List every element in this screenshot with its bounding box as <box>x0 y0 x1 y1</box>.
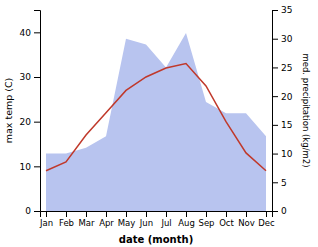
x-tick-mark <box>146 211 147 217</box>
y2-tick: 20 <box>272 92 293 102</box>
x-tick-label: Sep <box>198 218 214 228</box>
x-tick: Feb <box>59 211 74 228</box>
y2-tick-label: 15 <box>281 120 292 130</box>
y-tick-label: 0 <box>25 206 31 216</box>
x-tick-label: Nov <box>238 218 255 228</box>
y-tick-label: 40 <box>20 28 32 38</box>
x-tick: Mar <box>78 211 95 228</box>
area <box>46 33 266 211</box>
x-tick-label: Jul <box>160 218 171 228</box>
axis-line <box>34 11 41 212</box>
y2-tick-label: 10 <box>281 149 293 159</box>
y-axis-title: max temp (C) <box>3 78 14 144</box>
x-tick-label: Oct <box>219 218 234 228</box>
x-tick: Sep <box>198 211 214 228</box>
y-tick: 40 <box>20 28 40 38</box>
x-tick-mark <box>126 211 127 217</box>
y2-tick: 35 <box>272 5 292 15</box>
y-tick: 0 <box>25 206 40 216</box>
y2-tick-label: 0 <box>281 206 287 216</box>
y2-tick: 10 <box>272 149 293 159</box>
y2-tick-mark <box>272 211 278 212</box>
y-tick-mark <box>34 211 40 212</box>
x-tick-mark <box>266 211 267 217</box>
x-tick-label: Feb <box>59 218 74 228</box>
y2-axis: 0 5 10 15 20 25 30 35 <box>272 5 293 216</box>
y-tick: 20 <box>20 117 40 127</box>
x-tick: Jul <box>160 211 171 228</box>
y-tick-mark <box>34 122 40 123</box>
chart-svg: Jan Feb Mar Apr MayJun Jul AugSep Oct NovDec 0 10 2… <box>0 0 318 247</box>
axis-line <box>41 212 273 218</box>
x-tick-mark <box>166 211 167 217</box>
y2-tick: 5 <box>272 178 287 188</box>
x-tick-mark <box>226 211 227 217</box>
y2-tick-label: 25 <box>281 63 292 73</box>
y2-tick-label: 5 <box>281 178 287 188</box>
x-tick: Oct <box>219 211 234 228</box>
x-tick: Aug <box>178 211 195 228</box>
x-tick-label: Dec <box>258 218 275 228</box>
x-tick-mark <box>246 211 247 217</box>
x-tick: Dec <box>258 211 275 228</box>
y2-tick-label: 35 <box>281 5 292 15</box>
y-tick: 10 <box>20 162 40 172</box>
x-tick-mark <box>206 211 207 217</box>
y2-tick-mark <box>272 125 278 126</box>
x-tick-label: Aug <box>178 218 195 228</box>
x-axis: Jan Feb Mar Apr MayJun Jul AugSep Oct NovDec <box>39 211 275 228</box>
x-tick-mark <box>186 211 187 217</box>
y-tick-label: 10 <box>20 162 32 172</box>
y-tick: 30 <box>20 72 40 82</box>
y-tick-mark <box>34 32 40 33</box>
y-tick-label: 20 <box>20 117 32 127</box>
x-tick-mark <box>66 211 67 217</box>
y2-tick-mark <box>272 67 278 68</box>
x-tick-label: Jun <box>139 218 153 228</box>
y-tick-mark <box>34 77 40 78</box>
chart: Jan Feb Mar Apr MayJun Jul AugSep Oct NovDec 0 10 2… <box>0 0 318 247</box>
y-axis: 0 10 20 30 40 <box>20 11 41 217</box>
y2-tick-mark <box>272 96 278 97</box>
x-tick-label: Jan <box>39 218 53 228</box>
x-tick: Jun <box>139 211 153 228</box>
x-tick-label: May <box>118 218 136 228</box>
x-tick-label: Mar <box>78 218 95 228</box>
y2-tick-mark <box>272 39 278 40</box>
y2-tick: 25 <box>272 63 292 73</box>
marks <box>46 33 266 211</box>
y2-tick-label: 20 <box>281 92 293 102</box>
y2-axis-title: med. precipitation (kg/m2) <box>301 53 311 167</box>
x-tick: Nov <box>238 211 255 228</box>
x-tick: Apr <box>99 211 114 228</box>
x-tick-label: Apr <box>99 218 114 228</box>
y2-tick: 0 <box>272 206 287 216</box>
y2-tick-mark <box>272 10 278 11</box>
x-tick: May <box>118 211 136 228</box>
x-tick: Jan <box>39 211 53 228</box>
y-tick-mark <box>34 166 40 167</box>
axis-line <box>273 11 279 212</box>
x-axis-title: date (month) <box>119 234 193 245</box>
line <box>46 64 266 171</box>
y2-tick-mark <box>272 154 278 155</box>
y2-tick-mark <box>272 182 278 183</box>
y2-tick: 15 <box>272 120 292 130</box>
y2-tick: 30 <box>272 34 293 44</box>
y-tick-label: 30 <box>20 72 32 82</box>
x-tick-mark <box>86 211 87 217</box>
x-tick-mark <box>106 211 107 217</box>
x-tick-mark <box>46 211 47 217</box>
y2-tick-label: 30 <box>281 34 293 44</box>
